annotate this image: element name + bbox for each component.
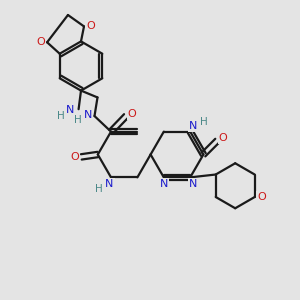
Text: N: N xyxy=(84,110,92,120)
Text: O: O xyxy=(70,152,79,162)
Text: H: H xyxy=(57,111,64,121)
Text: H: H xyxy=(74,115,82,125)
Text: N: N xyxy=(105,179,114,189)
Text: N: N xyxy=(189,121,197,131)
Text: H: H xyxy=(95,184,103,194)
Text: N: N xyxy=(66,105,74,115)
Text: O: O xyxy=(86,21,95,31)
Text: O: O xyxy=(128,109,136,119)
Text: O: O xyxy=(36,37,45,47)
Text: O: O xyxy=(219,133,228,143)
Text: H: H xyxy=(200,117,207,127)
Text: O: O xyxy=(257,192,266,202)
Text: N: N xyxy=(160,179,168,189)
Text: N: N xyxy=(188,179,197,189)
